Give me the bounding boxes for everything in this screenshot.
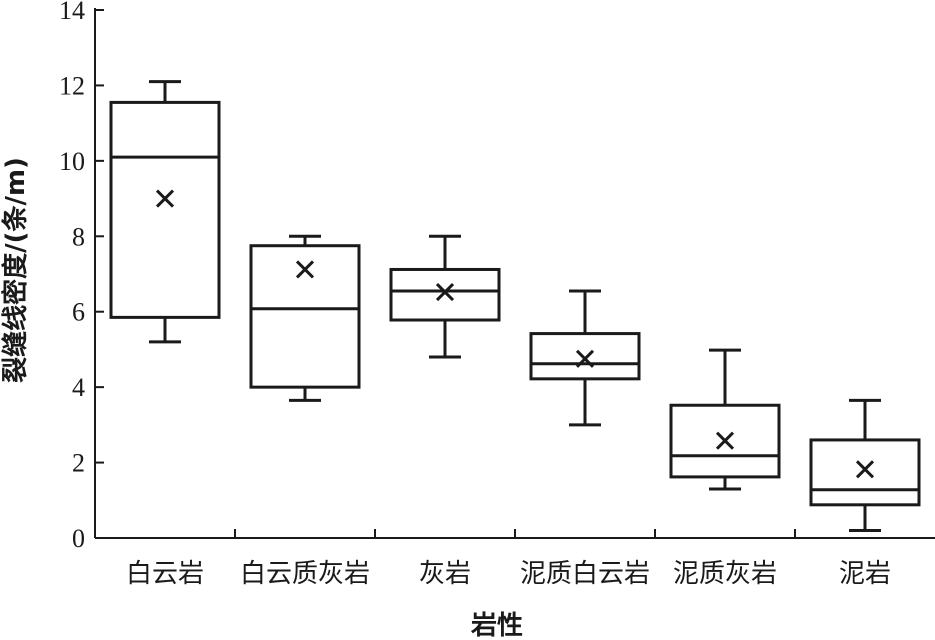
mean-marker (435, 283, 455, 302)
x-category-label: 泥质灰岩 (673, 559, 777, 589)
iqr-box (809, 438, 921, 507)
box-group (249, 234, 361, 402)
iqr-box (389, 267, 501, 322)
mean-marker (295, 260, 315, 279)
x-category-label: 白云质灰岩 (240, 559, 370, 589)
mean-marker (855, 460, 875, 479)
mean-marker (155, 189, 175, 208)
y-ticks: 0 2 4 6 8 10 12 14 (59, 0, 104, 553)
x-category-label: 灰岩 (419, 559, 471, 589)
box-group (529, 289, 641, 427)
axes (94, 8, 935, 539)
x-category-label: 白云岩 (126, 559, 204, 589)
y-tick-label: 10 (59, 147, 85, 176)
x-axis-title: 岩性 (470, 611, 523, 640)
y-axis-title: 裂缝线密度/(条/m) (0, 157, 31, 383)
y-tick-label: 8 (72, 222, 85, 251)
mean-marker (575, 349, 595, 368)
y-tick-label: 0 (72, 524, 85, 553)
iqr-box (249, 244, 361, 389)
box-group (809, 398, 921, 532)
x-ticks: 白云岩 白云质灰岩 灰岩 泥质白云岩 泥质灰岩 泥岩 (126, 529, 891, 589)
y-tick-label: 12 (59, 71, 85, 100)
box-group (389, 234, 501, 359)
iqr-box (109, 100, 221, 319)
x-category-label: 泥质白云岩 (520, 559, 650, 589)
x-category-label: 泥岩 (839, 559, 891, 589)
box-group (109, 80, 221, 344)
y-tick-label: 6 (72, 298, 85, 327)
iqr-box (529, 332, 641, 381)
y-tick-label: 4 (72, 373, 85, 402)
mean-marker (715, 431, 735, 450)
boxes (109, 80, 921, 532)
y-tick-label: 14 (59, 0, 85, 25)
y-tick-label: 2 (72, 449, 85, 478)
box-group (669, 348, 781, 491)
